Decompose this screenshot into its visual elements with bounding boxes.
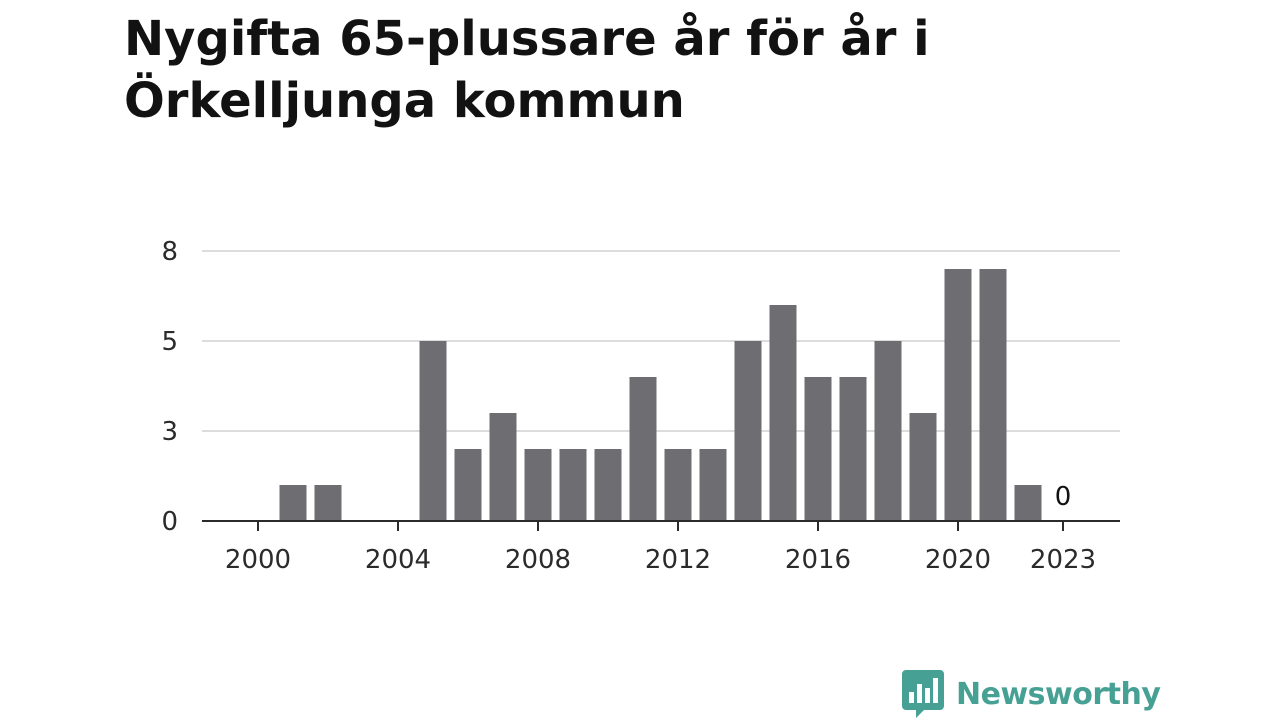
bar-2006: [454, 449, 482, 521]
bar-2022: [1014, 485, 1042, 521]
bar-2011: [629, 377, 657, 521]
bar-chart-badge-icon: [902, 670, 944, 718]
bar-2014: [734, 341, 762, 521]
bar-2017: [839, 377, 867, 521]
y-tick-label: 0: [161, 507, 178, 537]
bar-2001: [279, 485, 307, 521]
value-label-2023: 0: [1055, 482, 1072, 512]
bar-2013: [699, 449, 727, 521]
bar-chart: 0 3 5 8 2000 2004 2008 2012 2016 2020 2023 0: [161, 237, 1120, 575]
brand-logo: Newsworthy: [902, 670, 1161, 718]
bar-2005: [419, 341, 447, 521]
chart-title-line-2: Örkelljunga kommun: [124, 73, 685, 129]
y-tick-label: 8: [161, 237, 178, 267]
y-tick-label: 5: [161, 327, 178, 357]
x-tick-label: 2000: [225, 545, 291, 575]
x-tick-label: 2008: [505, 545, 571, 575]
x-tick-label: 2012: [645, 545, 711, 575]
bars: [279, 269, 1042, 521]
x-tick-label: 2020: [925, 545, 991, 575]
bar-2019: [909, 413, 937, 521]
bar-2018: [874, 341, 902, 521]
bar-2020: [944, 269, 972, 521]
bar-2008: [524, 449, 552, 521]
chart-title-line-1: Nygifta 65-plussare år för år i: [124, 11, 930, 67]
bar-2010: [594, 449, 622, 521]
x-tick-label: 2016: [785, 545, 851, 575]
x-axis: [202, 520, 1120, 531]
x-tick-label: 2023: [1030, 545, 1096, 575]
bar-2012: [664, 449, 692, 521]
x-tick-label: 2004: [365, 545, 431, 575]
bar-2021: [979, 269, 1007, 521]
bar-2015: [769, 305, 797, 521]
chart-title: Nygifta 65-plussare år för år i Örkellju…: [124, 8, 1124, 132]
tick-labels: 0 3 5 8 2000 2004 2008 2012 2016 2020 2023 0: [161, 237, 1096, 575]
bar-2009: [559, 449, 587, 521]
y-tick-label: 3: [161, 417, 178, 447]
bar-2007: [489, 413, 517, 521]
bar-2016: [804, 377, 832, 521]
brand-name: Newsworthy: [956, 676, 1161, 712]
bar-2002: [314, 485, 342, 521]
